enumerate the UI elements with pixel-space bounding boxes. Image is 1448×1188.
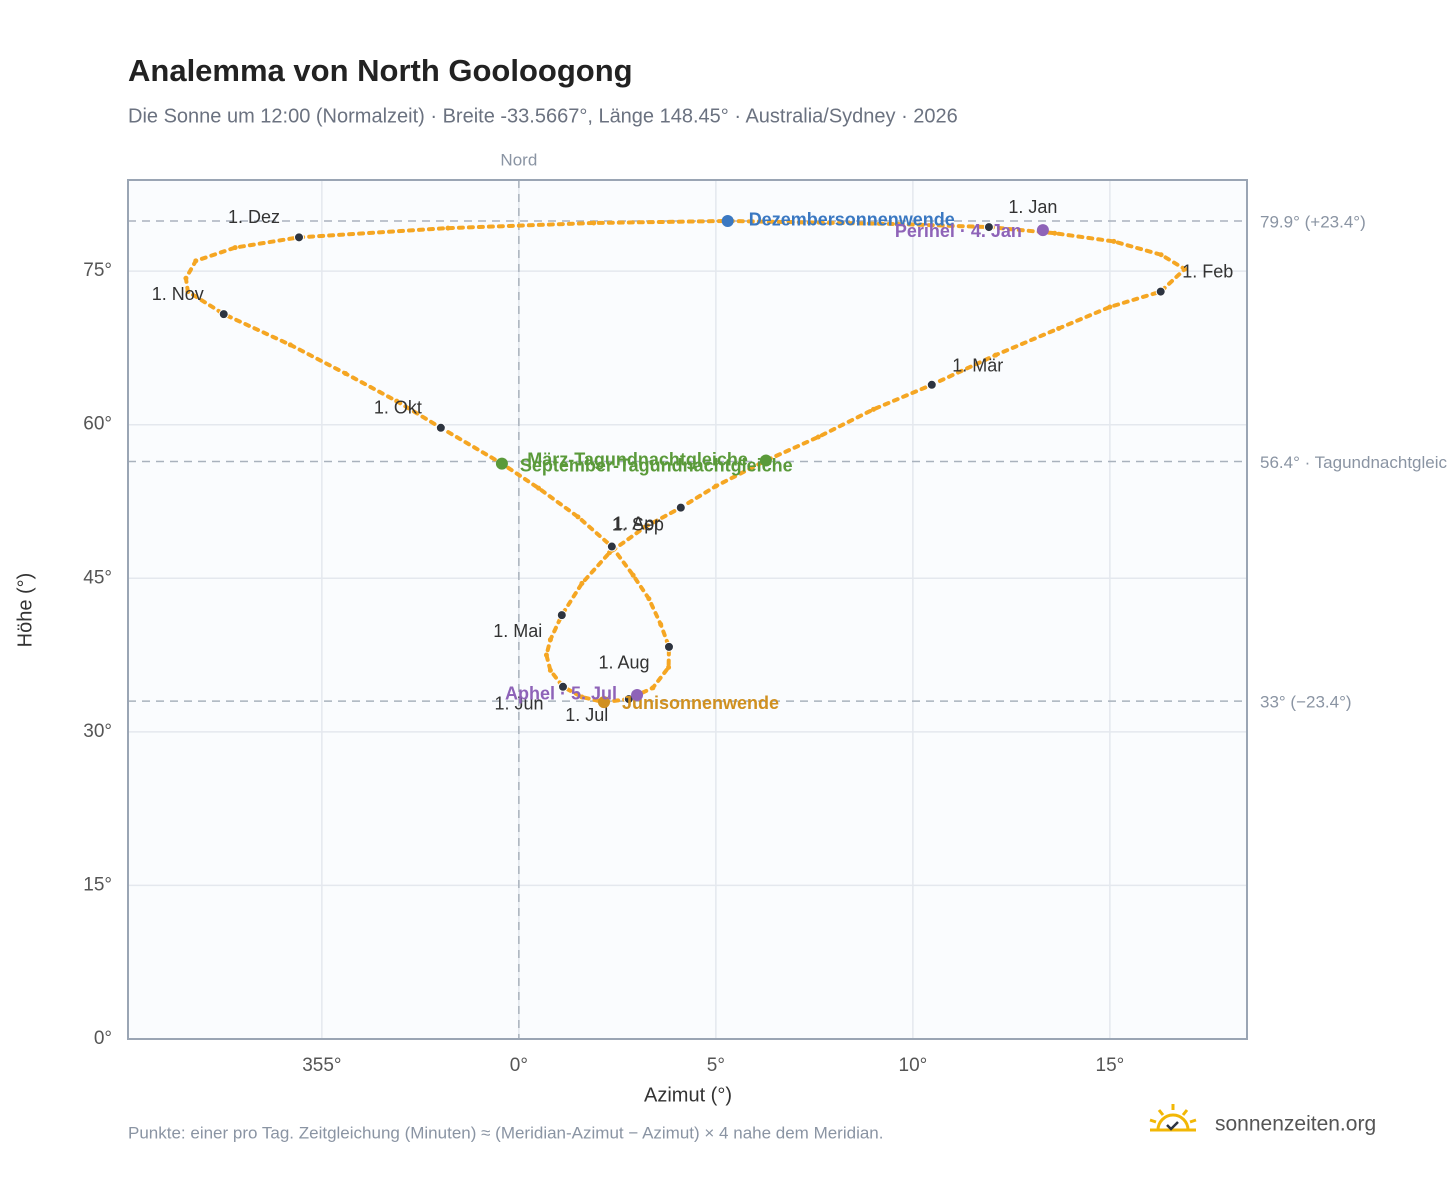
day-point bbox=[445, 225, 451, 231]
reference-label: 56.4° · Tagundnachtgleiche bbox=[1260, 453, 1448, 472]
x-tick-label: 5° bbox=[707, 1055, 725, 1076]
month-point bbox=[606, 541, 617, 552]
month-point bbox=[983, 222, 994, 233]
day-point bbox=[666, 664, 672, 670]
month-label: 1. Okt bbox=[374, 398, 422, 418]
day-point bbox=[1111, 238, 1117, 244]
month-point bbox=[675, 502, 686, 513]
day-point bbox=[287, 342, 293, 348]
month-label: 1. Sep bbox=[612, 514, 664, 534]
day-point bbox=[642, 524, 648, 530]
month-point bbox=[557, 681, 568, 692]
footnote: Punkte: einer pro Tag. Zeitgleichung (Mi… bbox=[128, 1123, 884, 1142]
month-point bbox=[294, 232, 305, 243]
day-point bbox=[591, 220, 597, 226]
day-point bbox=[630, 572, 636, 578]
meridian-label: Nord bbox=[500, 150, 537, 169]
day-point bbox=[993, 352, 999, 358]
day-point bbox=[575, 514, 581, 520]
x-tick-label: 0° bbox=[510, 1055, 528, 1076]
event-label: Junisonnenwende bbox=[622, 693, 779, 713]
month-point bbox=[1155, 286, 1166, 297]
day-point bbox=[193, 258, 199, 264]
month-label: 1. Mai bbox=[493, 621, 542, 641]
month-label: 1. Dez bbox=[228, 207, 280, 227]
reference-label: 33° (−23.4°) bbox=[1260, 693, 1352, 712]
day-point bbox=[1107, 304, 1113, 310]
month-point bbox=[663, 641, 674, 652]
event-label: Dezembersonnenwende bbox=[749, 210, 955, 230]
day-point bbox=[815, 434, 821, 440]
day-point bbox=[185, 289, 191, 295]
y-tick-label: 45° bbox=[83, 567, 112, 588]
brand-logo bbox=[1149, 1104, 1197, 1132]
month-label: 1. Apr bbox=[613, 513, 660, 533]
y-tick-label: 75° bbox=[83, 260, 112, 281]
month-label: 1. Jun bbox=[494, 694, 543, 714]
brand: sonnenzeiten.org bbox=[1215, 1113, 1376, 1136]
day-point bbox=[1182, 266, 1188, 272]
month-label: 1. Jul bbox=[565, 705, 608, 725]
day-point bbox=[579, 694, 585, 700]
month-point bbox=[556, 610, 567, 621]
day-point bbox=[650, 685, 656, 691]
day-point bbox=[543, 652, 549, 658]
reference-label: 79.9° (+23.4°) bbox=[1260, 212, 1366, 231]
event-label: Aphel · 5. Jul bbox=[505, 684, 617, 704]
plot-area bbox=[128, 180, 1247, 1039]
event-point bbox=[1036, 224, 1049, 237]
month-label: 1. Aug bbox=[598, 653, 649, 673]
x-tick-label: 10° bbox=[899, 1055, 928, 1076]
day-point bbox=[547, 667, 553, 673]
event-point bbox=[495, 457, 508, 470]
y-axis-label: Höhe (°) bbox=[14, 573, 36, 648]
event-point bbox=[597, 696, 610, 709]
day-point bbox=[870, 406, 876, 412]
day-point bbox=[183, 275, 189, 281]
chart-title: Analemma von North Gooloogong bbox=[128, 53, 633, 88]
plot-border bbox=[127, 179, 1248, 1040]
day-point bbox=[536, 485, 542, 491]
event-label: März-Tagundnachtgleiche bbox=[527, 449, 748, 469]
y-tick-label: 60° bbox=[83, 414, 112, 435]
y-tick-label: 0° bbox=[94, 1028, 112, 1049]
month-point bbox=[218, 309, 229, 320]
day-point bbox=[1052, 230, 1058, 236]
event-point bbox=[759, 454, 772, 467]
event-point bbox=[721, 214, 734, 227]
x-tick-label: 355° bbox=[302, 1055, 341, 1076]
x-axis-label: Azimut (°) bbox=[644, 1084, 732, 1106]
day-point bbox=[1158, 252, 1164, 258]
day-point bbox=[1056, 325, 1062, 331]
month-label: 1. Mär bbox=[952, 356, 1003, 376]
day-point bbox=[394, 398, 400, 404]
day-point bbox=[658, 621, 664, 627]
month-label: 1. Jan bbox=[1008, 197, 1057, 217]
event-label: September-Tagundnachtgleiche bbox=[520, 455, 793, 475]
day-point bbox=[579, 580, 585, 586]
day-point bbox=[646, 596, 652, 602]
y-tick-label: 30° bbox=[83, 721, 112, 742]
day-point bbox=[342, 371, 348, 377]
day-point bbox=[713, 483, 719, 489]
day-point bbox=[606, 550, 612, 556]
x-tick-label: 15° bbox=[1096, 1055, 1125, 1076]
event-label: Perihel · 4. Jan bbox=[895, 221, 1022, 241]
month-point bbox=[435, 422, 446, 433]
day-point bbox=[547, 637, 553, 643]
y-tick-label: 15° bbox=[83, 874, 112, 895]
month-label: 1. Nov bbox=[152, 284, 204, 304]
month-label: 1. Feb bbox=[1182, 261, 1233, 281]
chart-subtitle: Die Sonne um 12:00 (Normalzeit) · Breite… bbox=[128, 105, 958, 127]
day-point bbox=[894, 221, 900, 227]
event-point bbox=[631, 688, 644, 701]
month-point bbox=[926, 379, 937, 390]
day-point bbox=[232, 245, 238, 251]
